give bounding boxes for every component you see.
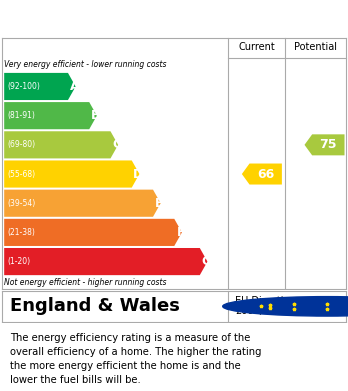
Text: Energy Efficiency Rating: Energy Efficiency Rating: [10, 11, 220, 26]
Text: England & Wales: England & Wales: [10, 297, 180, 315]
Polygon shape: [4, 131, 118, 158]
Text: Current: Current: [238, 42, 275, 52]
Text: E: E: [155, 197, 164, 210]
Text: Not energy efficient - higher running costs: Not energy efficient - higher running co…: [4, 278, 167, 287]
Polygon shape: [4, 73, 76, 100]
Polygon shape: [304, 135, 345, 155]
Polygon shape: [242, 163, 282, 185]
Text: 66: 66: [257, 167, 274, 181]
Text: G: G: [201, 255, 212, 268]
Circle shape: [223, 297, 348, 316]
Text: (69-80): (69-80): [7, 140, 35, 149]
Text: C: C: [112, 138, 121, 151]
Text: The energy efficiency rating is a measure of the
overall efficiency of a home. T: The energy efficiency rating is a measur…: [10, 333, 262, 385]
Text: (92-100): (92-100): [7, 82, 40, 91]
Text: (55-68): (55-68): [7, 170, 35, 179]
Polygon shape: [4, 219, 182, 246]
Text: 2002/91/EC: 2002/91/EC: [235, 306, 291, 316]
Text: A: A: [70, 80, 79, 93]
Text: (21-38): (21-38): [7, 228, 35, 237]
Polygon shape: [4, 102, 97, 129]
Text: (1-20): (1-20): [7, 257, 30, 266]
Text: Very energy efficient - lower running costs: Very energy efficient - lower running co…: [4, 60, 167, 69]
Text: F: F: [176, 226, 185, 239]
Text: (39-54): (39-54): [7, 199, 35, 208]
Text: Potential: Potential: [294, 42, 337, 52]
Polygon shape: [4, 248, 207, 275]
Text: (81-91): (81-91): [7, 111, 35, 120]
Text: B: B: [91, 109, 101, 122]
Polygon shape: [4, 160, 140, 188]
Text: EU Directive: EU Directive: [235, 296, 295, 307]
Polygon shape: [4, 190, 161, 217]
Text: D: D: [133, 167, 143, 181]
Text: 75: 75: [319, 138, 337, 151]
